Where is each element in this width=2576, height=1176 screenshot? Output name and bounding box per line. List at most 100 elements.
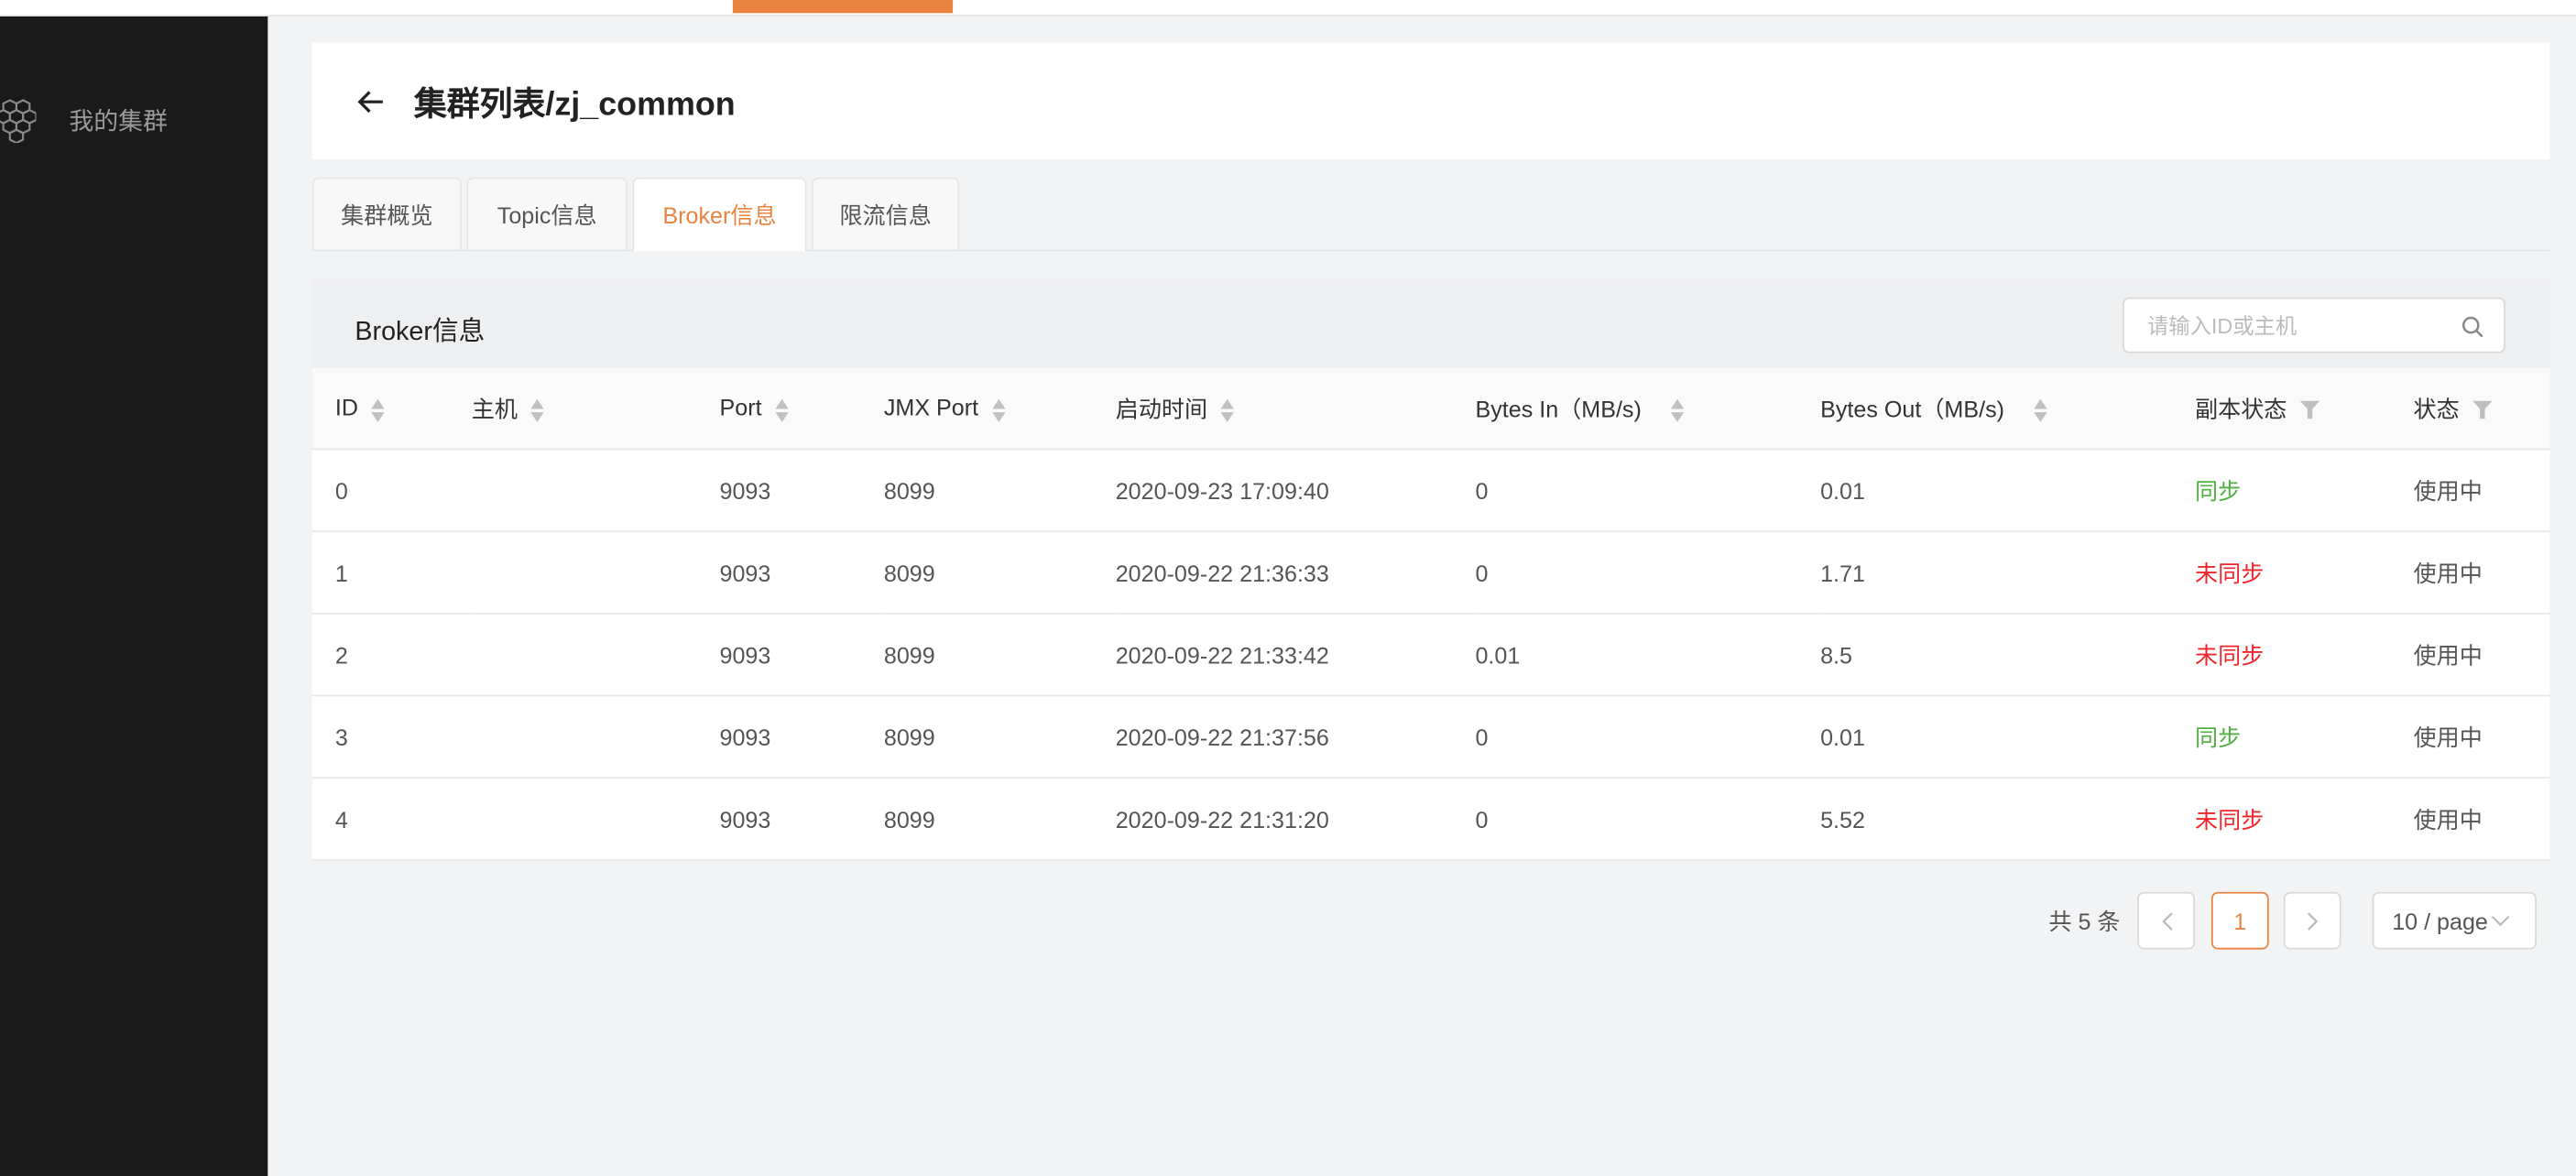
table-header-row: ID 主机 Port JMX Port 启动时间 Bytes In（MB/s) Bytes … (311, 367, 2550, 451)
cell-status: 使用中 (2413, 531, 2550, 615)
column-header-start-time[interactable]: 启动时间 (1115, 367, 1476, 451)
page-1-button[interactable]: 1 (2210, 891, 2269, 950)
tab-topic-info[interactable]: Topic信息 (466, 177, 628, 250)
search-input[interactable] (2144, 311, 2463, 341)
cell-status: 使用中 (2413, 449, 2550, 533)
search-icon[interactable] (2461, 315, 2484, 338)
cell-bytes-in: 0 (1475, 695, 1821, 779)
filter-icon[interactable] (2472, 401, 2493, 419)
arrow-left-icon[interactable] (355, 84, 387, 117)
cell-start-time: 2020-09-22 21:37:56 (1115, 695, 1476, 779)
column-header-id[interactable]: ID (311, 367, 472, 451)
cell-bytes-out: 0.01 (1820, 449, 2195, 533)
cell-replica-status: 未同步 (2194, 531, 2414, 615)
cell-port: 9093 (719, 695, 884, 779)
column-label: Bytes Out（MB/s) (1820, 395, 2005, 422)
chevron-down-icon (2492, 915, 2510, 926)
panel-title: Broker信息 (355, 318, 486, 347)
page-size-value: 10 / page (2392, 907, 2488, 934)
cell-id: 0 (311, 449, 472, 533)
column-header-bytes-out[interactable]: Bytes Out（MB/s) (1820, 367, 2195, 451)
page-title: 集群列表/zj_common (413, 87, 736, 124)
cell-bytes-in: 0 (1475, 531, 1821, 615)
cell-start-time: 2020-09-23 17:09:40 (1115, 449, 1476, 533)
page-size-select[interactable]: 10 / page (2372, 891, 2538, 950)
sidebar-item-label: 我的集群 (69, 107, 168, 136)
broker-table: ID 主机 Port JMX Port 启动时间 Bytes In（MB/s) Bytes … (311, 367, 2550, 861)
column-header-port[interactable]: Port (719, 367, 884, 451)
cell-id: 2 (311, 613, 472, 697)
cell-status: 使用中 (2413, 778, 2550, 861)
column-label: 主机 (471, 395, 518, 422)
sidebar-item-my-clusters[interactable]: 我的集群 (0, 95, 267, 145)
tab-throttle-info[interactable]: 限流信息 (811, 177, 960, 250)
cell-bytes-out: 0.01 (1820, 695, 2195, 779)
cell-jmx-port: 8099 (883, 695, 1116, 779)
chevron-right-icon (2307, 911, 2318, 930)
cell-start-time: 2020-09-22 21:33:42 (1115, 613, 1476, 697)
cell-replica-status: 未同步 (2194, 613, 2414, 697)
tab-broker-info[interactable]: Broker信息 (632, 177, 807, 252)
cell-port: 9093 (719, 449, 884, 533)
cell-id: 4 (311, 778, 472, 861)
sort-icon[interactable] (371, 398, 385, 422)
filter-icon[interactable] (2299, 401, 2320, 419)
sidebar: 我的集群 (0, 16, 268, 1176)
cell-replica-status: 未同步 (2194, 778, 2414, 861)
cell-bytes-in: 0.01 (1475, 613, 1821, 697)
cell-status: 使用中 (2413, 613, 2550, 697)
table-row: 2 9093 8099 2020-09-22 21:33:42 0.01 8.5 未同步 使用… (311, 613, 2550, 697)
sort-icon[interactable] (774, 398, 789, 422)
tab-divider (311, 249, 2550, 252)
cell-bytes-out: 5.52 (1820, 778, 2195, 861)
cell-replica-status: 同步 (2194, 449, 2414, 533)
cell-bytes-out: 1.71 (1820, 531, 2195, 615)
cell-host (471, 613, 720, 697)
chevron-left-icon (2161, 911, 2172, 930)
sort-icon[interactable] (1671, 398, 1685, 422)
column-header-host[interactable]: 主机 (471, 367, 720, 451)
cell-jmx-port: 8099 (883, 531, 1116, 615)
column-header-jmx-port[interactable]: JMX Port (883, 367, 1116, 451)
sort-icon[interactable] (991, 398, 1005, 422)
cell-host (471, 531, 720, 615)
column-label: Bytes In（MB/s) (1475, 395, 1642, 422)
column-label: JMX Port (883, 395, 979, 421)
cell-id: 3 (311, 695, 472, 779)
column-header-replica-status[interactable]: 副本状态 (2194, 367, 2414, 451)
tab-cluster-overview[interactable]: 集群概览 (311, 177, 462, 250)
page-header: 集群列表/zj_common (311, 42, 2550, 159)
sort-icon[interactable] (2034, 398, 2047, 422)
cell-port: 9093 (719, 613, 884, 697)
column-label: 启动时间 (1115, 395, 1208, 422)
panel-header: Broker信息 (311, 278, 2550, 368)
cell-replica-status: 同步 (2194, 695, 2414, 779)
prev-page-button[interactable] (2137, 891, 2195, 950)
cell-host (471, 449, 720, 533)
column-label: ID (334, 395, 358, 421)
cell-bytes-in: 0 (1475, 778, 1821, 861)
top-bar (0, 0, 2576, 16)
next-page-button[interactable] (2283, 891, 2341, 950)
cell-bytes-out: 8.5 (1820, 613, 2195, 697)
cell-jmx-port: 8099 (883, 449, 1116, 533)
sort-icon[interactable] (1220, 398, 1234, 422)
cell-port: 9093 (719, 778, 884, 861)
search-box[interactable] (2123, 297, 2505, 354)
cell-host (471, 695, 720, 779)
cell-jmx-port: 8099 (883, 778, 1116, 861)
cell-jmx-port: 8099 (883, 613, 1116, 697)
sort-icon[interactable] (530, 398, 544, 422)
table-row: 1 9093 8099 2020-09-22 21:36:33 0 1.71 未同步 使用中 (311, 531, 2550, 615)
cell-port: 9093 (719, 531, 884, 615)
cell-host (471, 778, 720, 861)
cell-bytes-in: 0 (1475, 449, 1821, 533)
table-body: 0 9093 8099 2020-09-23 17:09:40 0 0.01 同步 使用中 1 9… (311, 449, 2550, 861)
total-count: 共 5 条 (2048, 908, 2121, 935)
column-header-status[interactable]: 状态 (2413, 367, 2550, 451)
active-nav-indicator (732, 0, 954, 14)
column-header-bytes-in[interactable]: Bytes In（MB/s) (1475, 367, 1821, 451)
column-label: Port (719, 395, 762, 421)
column-label: 状态 (2413, 395, 2460, 422)
